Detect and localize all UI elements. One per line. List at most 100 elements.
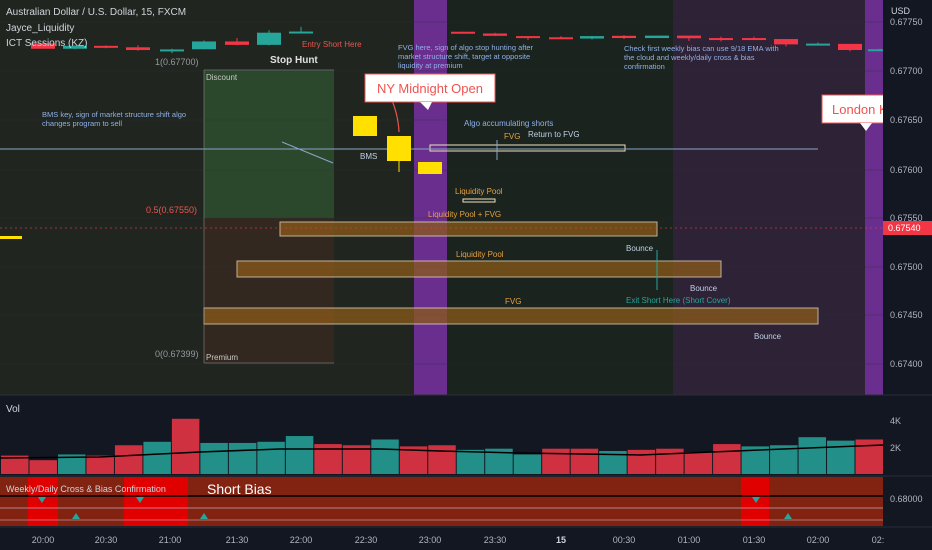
fib-level-0: 0(0.67399)	[155, 349, 199, 359]
indicator-jayce: Jayce_Liquidity	[6, 23, 74, 34]
candle-body	[160, 49, 184, 52]
svg-text:0.67700: 0.67700	[890, 66, 923, 76]
volume-bar	[114, 445, 143, 474]
candle-body	[709, 38, 733, 41]
candle-body	[516, 36, 540, 39]
yellow-candle-1	[353, 116, 377, 136]
check-weekly-note: Check first weekly bias can use 9/18 EMA…	[624, 44, 779, 71]
entry-short-label: Entry Short Here	[302, 40, 362, 49]
candle-body	[225, 41, 249, 45]
return-fvg-label: Return to FVG	[528, 130, 580, 139]
volume-bar	[513, 454, 542, 474]
fvg-zone-bottom	[203, 307, 819, 325]
svg-text:20:30: 20:30	[95, 535, 118, 545]
svg-text:0.67550: 0.67550	[890, 213, 923, 223]
bms-label: BMS	[360, 152, 377, 161]
algo-accumulating-label: Algo accumulating shorts	[464, 119, 553, 128]
svg-text:0.67400: 0.67400	[890, 359, 923, 369]
volume-bar	[57, 454, 86, 474]
candle-body	[677, 35, 701, 39]
bounce-label-3: Bounce	[754, 332, 782, 341]
candle-body	[451, 31, 475, 34]
bounce-label-1: Bounce	[626, 244, 654, 253]
candle-body	[742, 38, 766, 41]
currency-label: USD	[891, 6, 911, 16]
up-marker-1	[72, 513, 80, 519]
svg-text:0.67450: 0.67450	[890, 310, 923, 320]
fvg-here-note: FVG here, sign of algo stop hunting afte…	[398, 43, 534, 70]
fib-premium: Premium	[206, 353, 238, 362]
volume-bar	[1, 455, 29, 474]
liquidity-pool-label: Liquidity Pool	[456, 250, 504, 259]
volume-bar	[428, 445, 456, 474]
svg-text:22:30: 22:30	[355, 535, 378, 545]
symbol-title: Australian Dollar / U.S. Dollar, 15, FXC…	[6, 7, 186, 18]
short-bias-label: Short Bias	[207, 481, 272, 497]
candle-body	[192, 41, 216, 50]
bounce-label-2: Bounce	[690, 284, 718, 293]
indicator-title: Weekly/Daily Cross & Bias Confirmation	[6, 484, 166, 494]
volume-ma-line	[0, 444, 884, 459]
volume-bar	[713, 444, 741, 474]
highlight-candles	[0, 116, 442, 239]
up-marker-3	[784, 513, 792, 519]
annotation-arrows	[281, 140, 658, 290]
fib-discount-zone	[204, 70, 334, 218]
volume-bar	[143, 441, 171, 474]
svg-text:21:30: 21:30	[226, 535, 249, 545]
stop-hunt-label: Stop Hunt	[270, 55, 318, 66]
up-marker-2	[200, 513, 208, 519]
down-marker-1	[38, 497, 46, 503]
volume-bar	[656, 448, 684, 474]
yellow-marker-left	[0, 236, 22, 239]
volume-bar	[285, 436, 314, 474]
svg-text:0.67500: 0.67500	[890, 262, 923, 272]
fib-lines	[203, 69, 334, 364]
svg-text:4K: 4K	[890, 416, 901, 426]
ny-midnight-text: NY Midnight Open	[377, 81, 483, 96]
indicator-pane: Weekly/Daily Cross & Bias Confirmation S…	[0, 475, 932, 526]
exit-short-label: Exit Short Here (Short Cover)	[626, 296, 731, 305]
svg-text:23:30: 23:30	[484, 535, 507, 545]
svg-text:0.67750: 0.67750	[890, 17, 923, 27]
volume-bar	[599, 451, 627, 474]
candle-body	[31, 43, 55, 49]
london-session	[865, 0, 883, 395]
candle-body	[774, 39, 798, 45]
indicator-ict: ICT Sessions (KZ)	[6, 38, 88, 49]
liquidity-pool-fvg-zone	[279, 221, 658, 237]
ny-midnight-callout[interactable]: NY Midnight Open	[364, 73, 496, 110]
candle-body	[257, 32, 281, 45]
candle-body	[549, 37, 573, 40]
volume-bar	[200, 442, 228, 474]
svg-text:02:: 02:	[872, 535, 885, 545]
liquidity-pool-small-zone	[462, 198, 496, 203]
fib-premium-zone	[204, 218, 334, 363]
volume-bar	[29, 460, 57, 474]
volume-bar	[684, 452, 713, 474]
svg-text:01:30: 01:30	[743, 535, 766, 545]
volume-bar	[570, 448, 599, 474]
candle-body	[838, 43, 862, 51]
candlestick-series	[31, 26, 892, 54]
bms-key-note: BMS key, sign of market structure shift …	[42, 110, 187, 128]
session-backgrounds	[0, 0, 883, 395]
volume-bar	[456, 449, 485, 474]
time-axis[interactable]: 20:00 20:30 21:00 21:30 22:00 22:30 23:0…	[0, 526, 932, 545]
svg-text:01:00: 01:00	[678, 535, 701, 545]
volume-bars	[1, 418, 883, 474]
fib-discount: Discount	[206, 73, 238, 82]
volume-pane: Vol 4K 2K	[0, 394, 932, 474]
candle-body	[645, 35, 669, 39]
svg-text:20:00: 20:00	[32, 535, 55, 545]
volume-bar	[257, 441, 285, 474]
fib-level-1: 1(0.67700)	[155, 57, 199, 67]
candle-body	[612, 35, 636, 39]
svg-text:0.68000: 0.68000	[890, 494, 923, 504]
price-axis[interactable]: USD 0.67750 0.67700 0.67650 0.67600 0.67…	[883, 0, 932, 395]
annotations: 1(0.67700) Discount 0.5(0.67550) 0(0.673…	[42, 40, 782, 362]
svg-text:0.67650: 0.67650	[890, 115, 923, 125]
svg-text:21:00: 21:00	[159, 535, 182, 545]
asia-session	[673, 0, 883, 395]
